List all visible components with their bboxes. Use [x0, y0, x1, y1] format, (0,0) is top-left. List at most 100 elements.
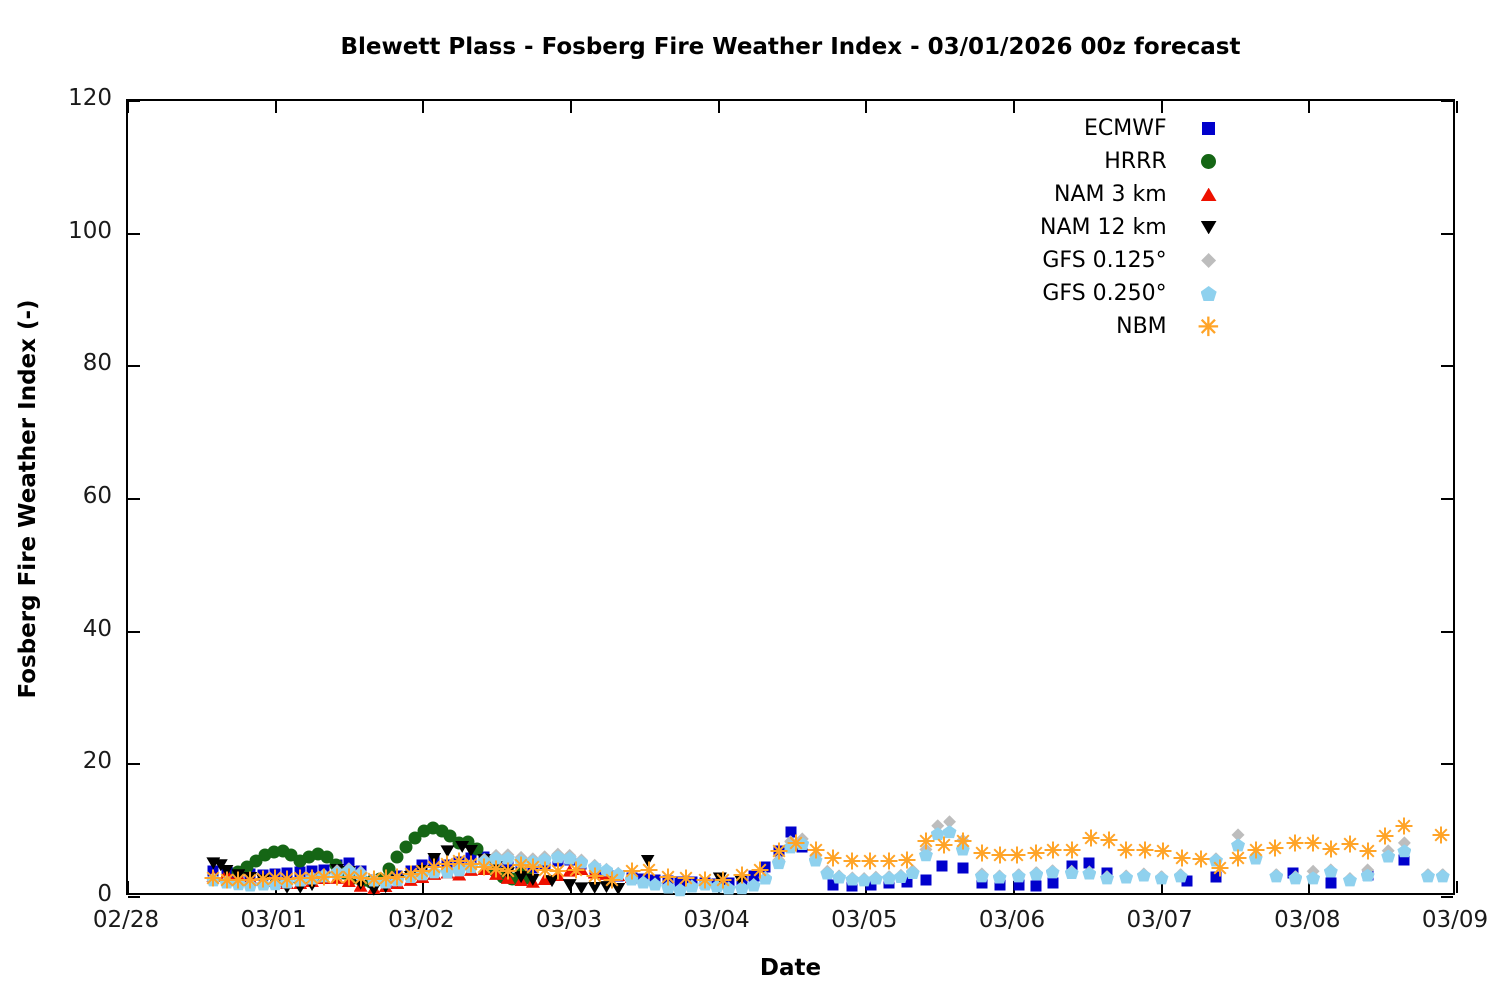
nbm-marker: [787, 834, 805, 852]
gfs-0-250-marker: [1029, 867, 1044, 881]
gfs-0-250-marker: [1323, 864, 1338, 878]
nbm-marker: [377, 869, 395, 887]
y-tick-label: 60: [82, 483, 112, 509]
y-tick: [128, 896, 140, 898]
gfs-0-250-marker: [845, 872, 860, 886]
ecmwf-marker: [1083, 857, 1095, 869]
gfs-0-250-marker: [1288, 871, 1303, 885]
nbm-marker: [880, 852, 898, 870]
gfs-0-250-marker: [893, 870, 908, 884]
gfs-0-250-marker: [489, 851, 504, 865]
legend-row-nam-12-km: NAM 12 km: [1040, 211, 1227, 244]
legend-row-ecmwf: ECMWF: [1040, 112, 1227, 145]
hrrr-legend-marker: [1191, 145, 1227, 178]
gfs-0-250-marker: [661, 880, 676, 894]
y-tick: [128, 365, 140, 368]
nam-12-km-marker: [562, 879, 577, 892]
nbm-marker: [475, 858, 493, 876]
nbm-marker: [567, 861, 585, 879]
nbm-marker: [438, 855, 456, 873]
x-tick-label: 03/03: [535, 907, 603, 933]
gfs-0-250-marker: [1011, 869, 1026, 883]
nbm-marker: [1286, 834, 1304, 852]
gfs-0-250-marker: [574, 855, 589, 869]
x-tick: [1308, 881, 1311, 893]
y-tick: [128, 630, 140, 633]
gfs-0-250-marker: [918, 848, 933, 862]
ecmwf-marker: [1013, 879, 1025, 891]
x-tick-label: 02/28: [92, 907, 160, 933]
gfs-0-250-marker: [1173, 869, 1188, 883]
x-tick: [422, 101, 425, 113]
nbm-marker: [751, 861, 769, 879]
y-tick: [128, 763, 140, 766]
legend-label: NAM 12 km: [1040, 215, 1167, 240]
ecmwf-marker: [827, 879, 839, 891]
nbm-marker: [1229, 849, 1247, 867]
nbm-marker: [917, 832, 935, 850]
gfs-0-250-marker: [820, 866, 835, 880]
y-tick: [1441, 763, 1453, 766]
ecmwf-marker: [865, 879, 877, 891]
ecmwf-marker: [785, 826, 796, 838]
legend-label: HRRR: [1104, 149, 1167, 174]
nbm-marker: [1395, 817, 1413, 835]
gfs-0-250-marker: [771, 856, 786, 870]
ecmwf-marker: [1181, 875, 1193, 887]
nbm-marker: [1173, 849, 1191, 867]
gfs-0-250-marker: [1100, 871, 1115, 885]
nbm-marker: [603, 871, 621, 889]
gfs-0-250-marker: [1154, 871, 1169, 885]
gfs-0-250-marker: [599, 863, 614, 877]
ecmwf-marker: [674, 876, 686, 888]
x-tick: [570, 101, 572, 113]
x-tick: [274, 101, 277, 113]
gfs-0-250-marker: [857, 873, 872, 887]
gfs-0-250-marker: [1342, 873, 1357, 887]
legend: ECMWF HRRR NAM 3 km NAM 12 km GFS 0.125° GFS …: [1040, 112, 1227, 343]
x-tick: [1456, 101, 1458, 113]
gfs-0-250-legend-marker: [1191, 277, 1227, 310]
nbm-marker: [898, 851, 916, 869]
nam-12-km-legend-marker: [1191, 211, 1227, 244]
gfs-0-250-marker: [1381, 849, 1396, 863]
ecmwf-marker: [957, 862, 969, 874]
x-tick-label: 03/02: [388, 907, 455, 933]
gfs-0-250-marker: [1136, 868, 1151, 882]
x-tick: [422, 881, 425, 893]
nbm-marker: [935, 836, 953, 854]
x-tick: [1456, 881, 1458, 893]
gfs-0-250-marker: [955, 842, 970, 856]
gfs-0-250-marker: [758, 871, 773, 885]
y-tick: [1441, 630, 1453, 633]
nbm-marker: [824, 849, 842, 867]
nbm-marker: [512, 856, 530, 874]
gfs-0-250-marker: [734, 881, 749, 895]
x-tick-label: 03/06: [978, 907, 1046, 933]
nbm-marker: [352, 869, 370, 887]
nbm-marker: [266, 869, 284, 887]
nbm-marker: [1008, 846, 1026, 864]
x-tick-label: 03/05: [831, 907, 898, 933]
nbm-marker: [1082, 829, 1100, 847]
nbm-marker: [536, 861, 554, 879]
y-tick: [1441, 100, 1453, 102]
y-tick-label: 40: [82, 615, 112, 642]
legend-label: GFS 0.250°: [1042, 281, 1167, 306]
nbm-marker: [388, 868, 406, 886]
nbm-marker: [696, 871, 714, 889]
nbm-marker: [659, 868, 677, 886]
gfs-0-250-marker: [1119, 870, 1134, 884]
ecmwf-marker: [976, 877, 988, 889]
gfs-0-250-marker: [1360, 868, 1375, 882]
gfs-0-250-marker: [1397, 844, 1412, 858]
gfs-0-250-marker: [452, 863, 467, 877]
x-tick: [717, 101, 720, 113]
legend-label: NBM: [1116, 314, 1167, 339]
ecmwf-marker: [1398, 854, 1410, 866]
nbm-marker: [770, 842, 788, 860]
nbm-marker: [1100, 831, 1117, 849]
nam-3-km-legend-marker: [1191, 178, 1227, 211]
gfs-0-125-marker: [931, 819, 945, 833]
x-tick: [1160, 101, 1163, 113]
